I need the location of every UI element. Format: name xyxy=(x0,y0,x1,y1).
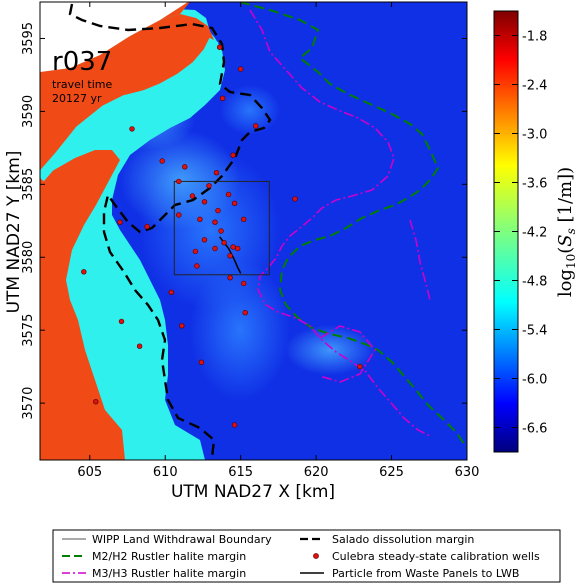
calibration-well xyxy=(216,44,223,50)
x-tick-label: 620 xyxy=(304,465,329,480)
colorbar-label: log10(Ss [1/m]) xyxy=(555,167,578,297)
legend-item-wells: Culebra steady-state calibration wells xyxy=(332,550,540,563)
y-tick-label: 3595 xyxy=(21,22,36,55)
legend-swatch-wells xyxy=(313,553,319,559)
colorbar-tick-label: -2.4 xyxy=(522,79,547,94)
salado-dissolution-margin xyxy=(68,3,272,459)
calibration-well xyxy=(227,253,233,259)
calibration-well xyxy=(81,269,87,275)
calibration-well xyxy=(231,422,238,428)
y-axis-ticks: 3570 3575 3580 3585 3590 3595 xyxy=(21,22,467,420)
travel-time-label: travel time xyxy=(52,78,112,91)
x-axis-ticks: 605 610 615 620 625 630 xyxy=(77,2,479,480)
calibration-well xyxy=(136,343,143,349)
calibration-well xyxy=(241,216,247,223)
calibration-well xyxy=(231,200,238,207)
colorbar-tick-label: -4.8 xyxy=(522,275,547,290)
colorbar-ticks: -1.8 -2.4 -3.0 -3.6 -4.2 -4.8 -5.4 -6.0 -6.6 xyxy=(494,30,547,437)
m3h3-rustler-halite-margin xyxy=(249,9,431,437)
calibration-well xyxy=(219,95,226,102)
calibration-well xyxy=(176,178,182,185)
x-tick-label: 625 xyxy=(379,465,404,480)
calibration-well xyxy=(212,245,218,252)
calibration-well xyxy=(194,263,200,269)
y-tick-label: 3575 xyxy=(21,314,36,347)
legend-item-particle: Particle from Waste Panels to LWB xyxy=(332,567,519,580)
calibration-well xyxy=(182,164,188,170)
y-tick-label: 3570 xyxy=(21,387,36,420)
calibration-well xyxy=(144,223,150,230)
x-tick-label: 610 xyxy=(153,465,178,480)
calibration-well xyxy=(213,170,220,176)
legend-item-salado: Salado dissolution margin xyxy=(332,533,474,546)
calibration-well xyxy=(192,248,199,255)
calibration-well xyxy=(212,219,218,225)
x-tick-label: 605 xyxy=(77,465,102,480)
colorbar-tick-label: -6.6 xyxy=(522,422,547,437)
calibration-well xyxy=(206,183,212,189)
calibration-well xyxy=(292,196,298,202)
legend-item-m3h3: M3/H3 Rustler halite margin xyxy=(92,567,246,580)
colorbar-tick-label: -6.0 xyxy=(522,373,547,388)
calibration-well xyxy=(253,123,259,129)
calibration-well xyxy=(189,193,196,199)
calibration-well xyxy=(227,275,233,281)
plot-frame xyxy=(39,1,468,461)
wipp-land-withdrawal-boundary xyxy=(173,180,270,276)
calibration-well xyxy=(218,228,224,234)
calibration-well xyxy=(201,199,208,205)
x-tick-label: 630 xyxy=(455,465,480,480)
calibration-well xyxy=(215,207,221,214)
calibration-well xyxy=(241,280,247,287)
realization-label: r037 xyxy=(52,47,112,77)
calibration-well xyxy=(117,219,123,225)
calibration-well xyxy=(201,237,208,243)
travel-time-value: 20127 yr xyxy=(52,92,102,105)
calibration-well xyxy=(238,66,244,72)
calibration-well xyxy=(179,323,185,329)
heatmap-field xyxy=(40,2,467,460)
calibration-well xyxy=(230,152,236,158)
x-tick-label: 615 xyxy=(228,465,253,480)
no-data-area xyxy=(40,2,188,72)
legend: WIPP Land Withdrawal Boundary Salado dis… xyxy=(52,529,561,583)
colorbar-tick-label: -5.4 xyxy=(522,324,547,339)
calibration-well xyxy=(221,240,227,246)
colorbar-tick-label: -3.6 xyxy=(522,177,547,192)
calibration-well xyxy=(118,318,125,325)
colorbar-tick-label: -3.0 xyxy=(522,128,547,143)
x-axis-label: UTM NAD27 X [km] xyxy=(171,482,335,502)
calibration-well xyxy=(129,126,135,132)
legend-item-wipp: WIPP Land Withdrawal Boundary xyxy=(92,533,272,546)
y-tick-label: 3580 xyxy=(21,241,36,274)
calibration-well xyxy=(242,310,248,316)
calibration-well xyxy=(230,244,236,250)
colorbar-tick-label: -4.2 xyxy=(522,226,547,241)
y-axis-label: UTM NAD27 Y [km] xyxy=(4,151,24,314)
calibration-well xyxy=(198,359,205,365)
calibration-well xyxy=(168,289,175,295)
colorbar-tick-label: -1.8 xyxy=(522,30,547,45)
calibration-well xyxy=(357,363,363,370)
calibration-well xyxy=(176,212,182,218)
calibration-well xyxy=(93,399,99,405)
m2h2-rustler-halite-margin xyxy=(239,2,467,449)
y-tick-label: 3585 xyxy=(21,168,36,201)
y-tick-label: 3590 xyxy=(21,95,36,128)
legend-item-m2h2: M2/H2 Rustler halite margin xyxy=(92,550,246,563)
calibration-well xyxy=(159,158,165,164)
calibration-well xyxy=(197,216,203,223)
calibration-well xyxy=(235,245,241,252)
calibration-wells xyxy=(81,44,363,428)
calibration-well xyxy=(225,191,232,198)
